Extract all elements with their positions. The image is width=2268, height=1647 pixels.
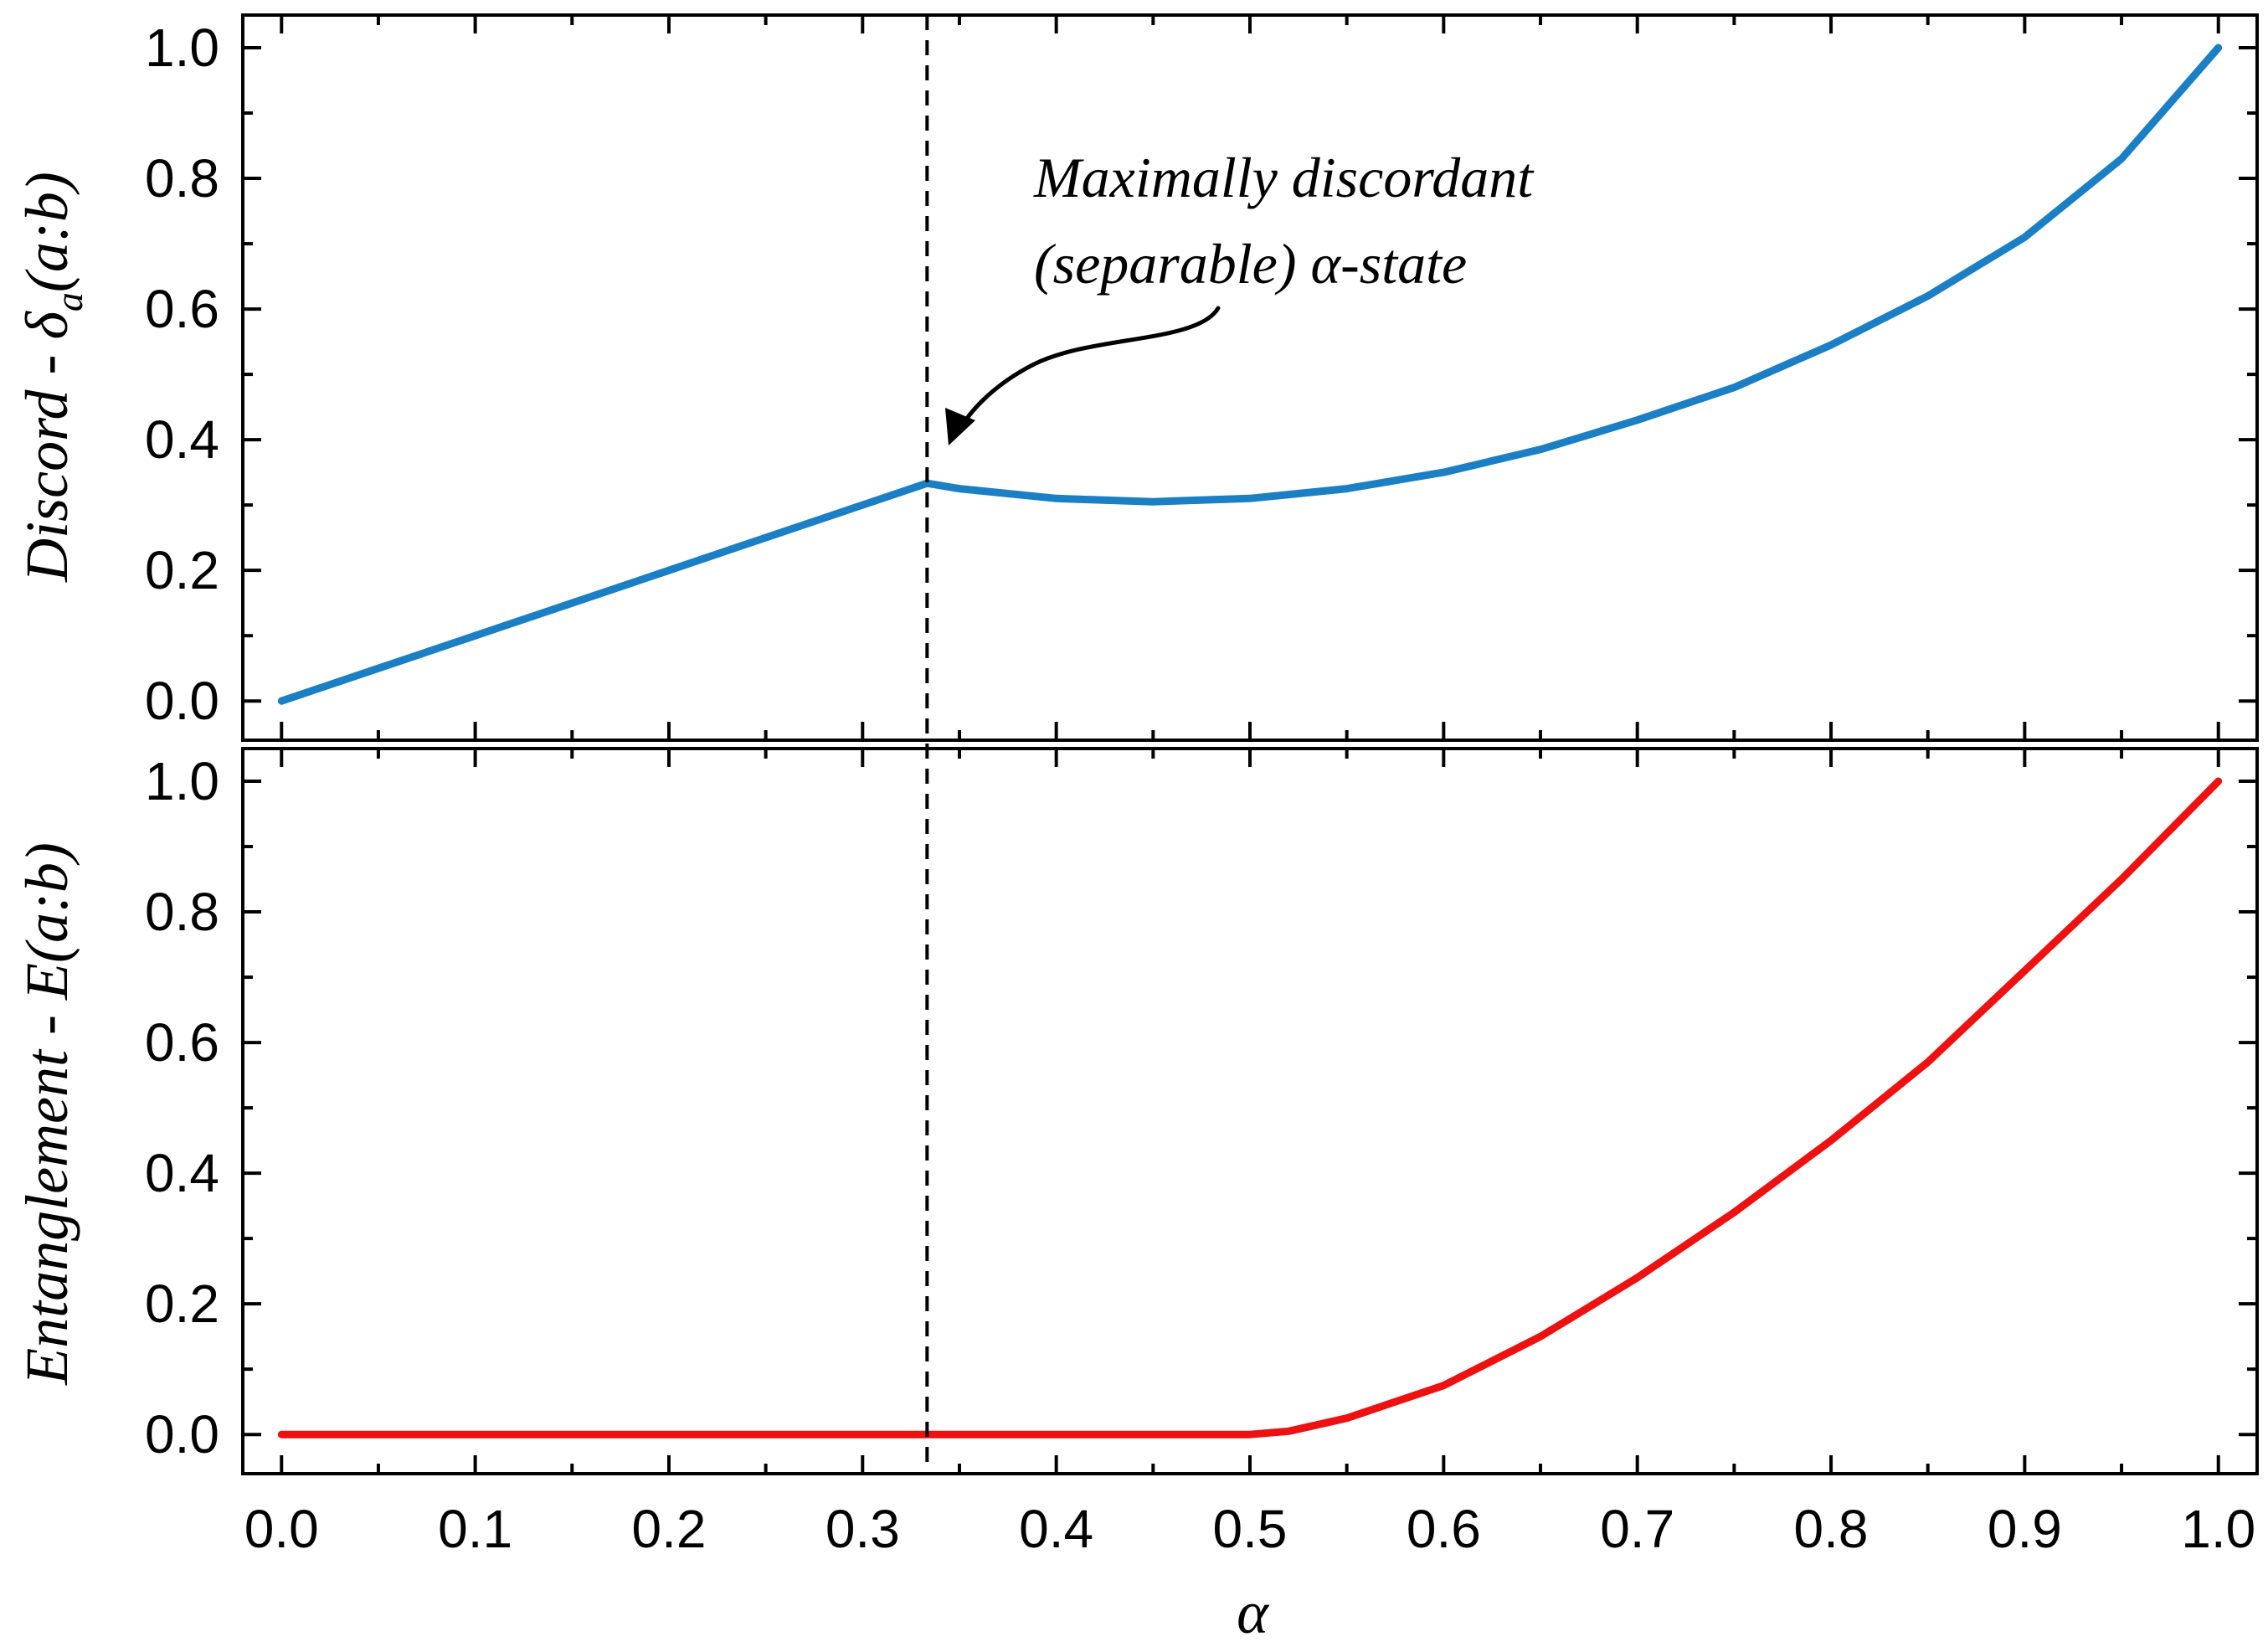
top-y-axis-title-subscript: a: [48, 292, 90, 311]
x-tick-label: 0.4: [1019, 1499, 1093, 1559]
top-y-tick-labels: 0.0 0.2 0.4 0.6 0.8 1.0: [145, 18, 219, 731]
top-y-tick-label: 0.0: [145, 671, 219, 731]
top-panel-frame: [241, 13, 2259, 742]
bottom-y-tick-label: 0.2: [145, 1274, 219, 1334]
x-tick-label: 1.0: [2181, 1499, 2255, 1559]
top-y-tick-label: 0.2: [145, 540, 219, 600]
entanglement-series-line: [277, 777, 2223, 1439]
top-y-tick-label: 0.8: [145, 148, 219, 208]
top-y-tick-label: 1.0: [145, 18, 219, 78]
bottom-y-tick-labels: 0.0 0.2 0.4 0.6 0.8 1.0: [145, 751, 219, 1464]
x-tick-label: 0.6: [1407, 1499, 1481, 1559]
x-tick-label: 0.2: [631, 1499, 706, 1559]
bottom-y-axis-title: Entanglement - E(a:b): [13, 842, 80, 1386]
top-y-tick-label: 0.4: [145, 409, 219, 470]
top-y-axis-title-tail: (a:b): [13, 172, 80, 292]
bottom-y-tick-label: 0.6: [145, 1012, 219, 1073]
bottom-panel-frame: [241, 747, 2259, 1475]
top-y-axis-title-main: Discord - δ: [13, 311, 80, 583]
discord-series-line: [277, 44, 2223, 705]
top-panel-ticks: [243, 15, 2257, 740]
x-tick-label: 0.9: [1988, 1499, 2062, 1559]
x-tick-label: 0.3: [825, 1499, 900, 1559]
annotation-arrowhead: [945, 408, 975, 445]
x-tick-label: 0.0: [244, 1499, 319, 1559]
bottom-y-tick-label: 0.4: [145, 1143, 219, 1203]
annotation-line-1: Maximally discordant: [1033, 146, 1535, 209]
x-tick-label: 0.5: [1213, 1499, 1288, 1559]
x-tick-label: 0.8: [1794, 1499, 1869, 1559]
top-y-tick-label: 0.6: [145, 279, 219, 339]
x-tick-label: 0.7: [1600, 1499, 1674, 1559]
x-tick-labels: 0.0 0.1 0.2 0.3 0.4 0.5 0.6 0.7 0.8 0.9 1.0: [244, 1499, 2255, 1559]
bottom-y-tick-label: 0.0: [145, 1404, 219, 1464]
bottom-y-tick-label: 0.8: [145, 882, 219, 942]
annotation-line-2: (separable) α-state: [1034, 232, 1467, 296]
annotation-arrow: [956, 306, 1221, 434]
bottom-y-tick-label: 1.0: [145, 751, 219, 811]
x-axis-title: α: [1237, 1579, 1269, 1646]
bottom-panel-ticks: [243, 749, 2257, 1474]
top-y-axis-title: Discord - δa(a:b): [13, 172, 90, 583]
x-tick-label: 0.1: [438, 1499, 512, 1559]
